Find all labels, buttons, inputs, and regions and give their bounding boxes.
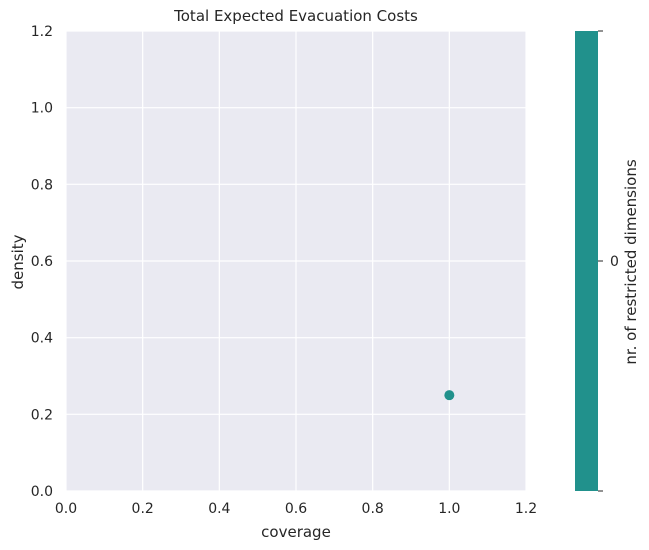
x-tick-label: 0.8 bbox=[362, 501, 384, 517]
colorbar-label: nr. of restricted dimensions bbox=[622, 159, 640, 365]
y-tick-label: 0.6 bbox=[31, 254, 53, 270]
chart-title: Total Expected Evacuation Costs bbox=[173, 7, 418, 25]
x-tick-label: 0.2 bbox=[132, 501, 154, 517]
x-tick-labels: 0.0 0.2 0.4 0.6 0.8 1.0 1.2 bbox=[55, 501, 537, 517]
y-tick-label: 0.4 bbox=[31, 331, 53, 347]
y-axis-label: density bbox=[9, 234, 27, 289]
y-tick-label: 0.0 bbox=[31, 484, 53, 500]
x-tick-label: 0.4 bbox=[208, 501, 230, 517]
y-tick-label: 0.2 bbox=[31, 407, 53, 423]
y-tick-label: 0.8 bbox=[31, 177, 53, 193]
data-point bbox=[444, 390, 455, 401]
x-tick-label: 1.2 bbox=[515, 501, 537, 517]
colorbar-fill bbox=[575, 31, 598, 491]
y-tick-label: 1.2 bbox=[31, 24, 53, 40]
x-axis-label: coverage bbox=[261, 523, 331, 541]
grid bbox=[65, 30, 527, 492]
x-tick-label: 0.6 bbox=[285, 501, 307, 517]
x-tick-label: 1.0 bbox=[438, 501, 460, 517]
colorbar-tick-label: 0 bbox=[610, 254, 619, 270]
y-tick-label: 1.0 bbox=[31, 101, 53, 117]
x-tick-label: 0.0 bbox=[55, 501, 77, 517]
colorbar: 0 nr. of restricted dimensions bbox=[575, 30, 640, 492]
points-layer bbox=[444, 390, 455, 401]
y-tick-labels: 0.0 0.2 0.4 0.6 0.8 1.0 1.2 bbox=[31, 24, 53, 500]
